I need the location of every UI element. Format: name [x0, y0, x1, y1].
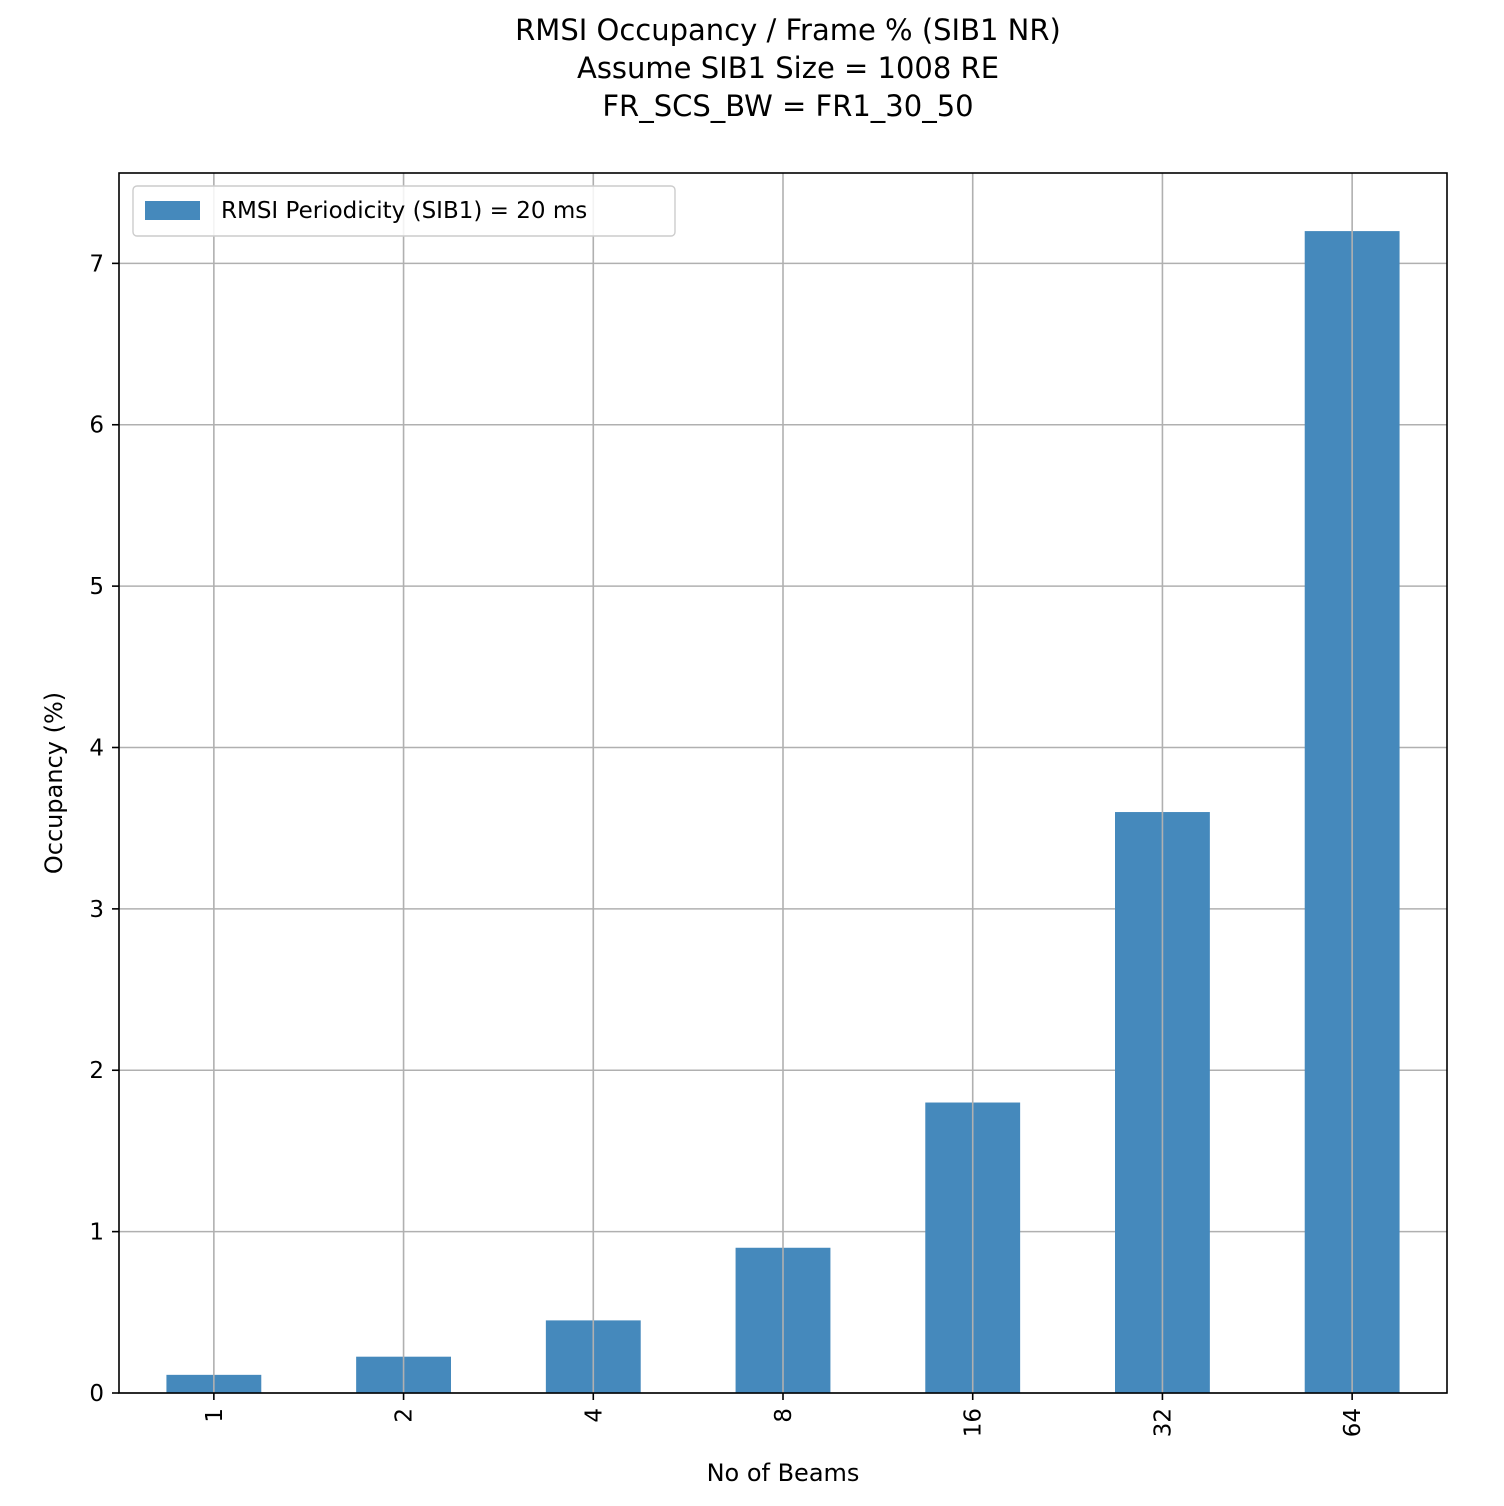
chart-title-line-3: FR_SCS_BW = FR1_30_50: [602, 89, 973, 123]
x-axis-label: No of Beams: [707, 1459, 860, 1487]
y-tick-label: 6: [89, 413, 104, 439]
legend: RMSI Periodicity (SIB1) = 20 ms: [132, 185, 676, 237]
x-tick-label: 16: [961, 1408, 987, 1437]
x-tick-label: 4: [581, 1408, 607, 1423]
y-tick-label: 2: [89, 1058, 104, 1084]
vertical-grid: [213, 173, 1353, 1393]
legend-box: [132, 185, 676, 237]
x-axis-ticks: 1 2 4 8 16 32 64: [202, 1393, 1366, 1437]
y-tick-label: 1: [89, 1220, 104, 1246]
chart-title-line-1: RMSI Occupancy / Frame % (SIB1 NR): [515, 13, 1061, 47]
x-tick-label: 1: [202, 1408, 228, 1423]
chart-title: RMSI Occupancy / Frame % (SIB1 NR) Assum…: [515, 13, 1061, 123]
x-tick-label: 64: [1340, 1408, 1366, 1437]
y-tick-label: 0: [89, 1381, 104, 1407]
legend-swatch: [145, 201, 200, 220]
legend-label: RMSI Periodicity (SIB1) = 20 ms: [221, 198, 587, 224]
x-tick-label: 32: [1150, 1408, 1176, 1437]
y-tick-label: 7: [89, 251, 104, 277]
x-tick-label: 2: [392, 1408, 418, 1423]
y-tick-label: 3: [89, 897, 104, 923]
x-tick-label: 8: [771, 1408, 797, 1423]
chart-title-line-2: Assume SIB1 Size = 1008 RE: [577, 51, 999, 85]
y-axis-ticks: 0 1 2 3 4 5 6 7: [89, 251, 119, 1407]
y-axis-label: Occupancy (%): [40, 692, 68, 874]
y-tick-label: 4: [89, 735, 104, 761]
y-tick-label: 5: [89, 574, 104, 600]
